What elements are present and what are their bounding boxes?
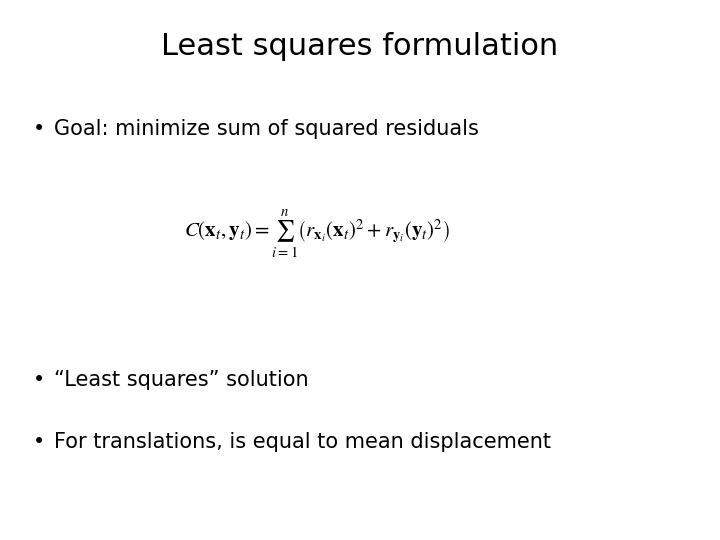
Text: “Least squares” solution: “Least squares” solution — [54, 370, 309, 390]
Text: Least squares formulation: Least squares formulation — [161, 32, 559, 62]
Text: •: • — [32, 370, 45, 390]
Text: •: • — [32, 432, 45, 452]
Text: •: • — [32, 119, 45, 139]
Text: $C(\mathbf{x}_t, \mathbf{y}_t) = \sum_{i=1}^{n} \left(r_{\mathbf{x}_i}(\mathbf{x: $C(\mathbf{x}_t, \mathbf{y}_t) = \sum_{i… — [184, 208, 450, 261]
Text: Goal: minimize sum of squared residuals: Goal: minimize sum of squared residuals — [54, 119, 479, 139]
Text: For translations, is equal to mean displacement: For translations, is equal to mean displ… — [54, 432, 551, 452]
